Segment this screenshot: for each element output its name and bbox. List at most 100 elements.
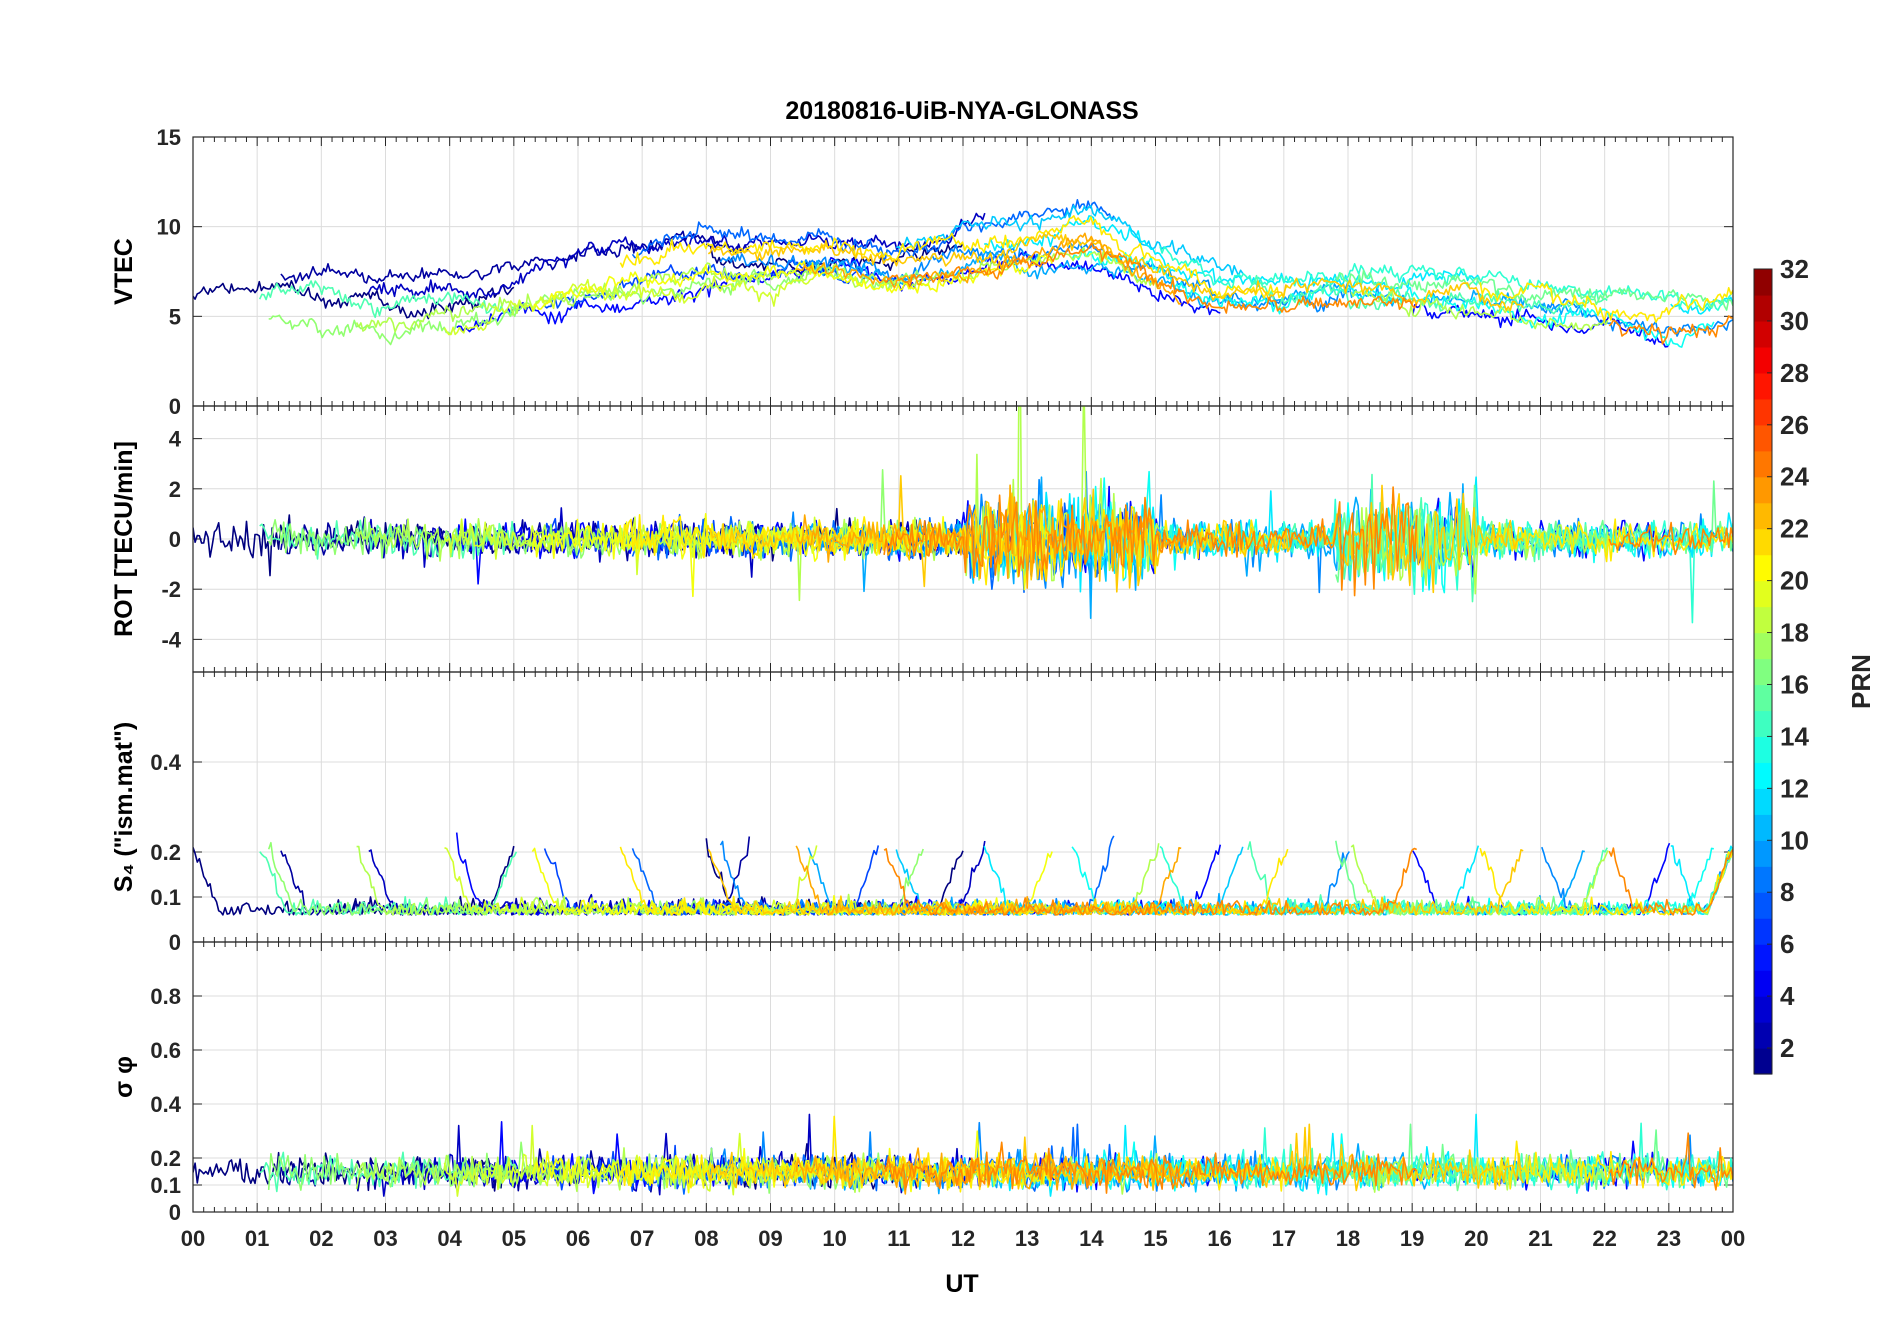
x-tick-label: 01 [245, 1226, 269, 1251]
series-line-prn-8 [631, 199, 1115, 263]
y-axis-label-sigma: σ φ [110, 1056, 138, 1098]
y-tick-label: 0.8 [150, 984, 181, 1009]
colorbar-tick-label: 14 [1780, 721, 1809, 751]
series-line-prn-3 [368, 212, 986, 300]
colorbar-band [1754, 814, 1772, 841]
panel-sigma: 00.10.2 0.4 0.6 0.8 σ φ [110, 941, 1734, 1225]
colorbar-band [1754, 762, 1772, 789]
x-tick-label: 00 [181, 1226, 205, 1251]
x-axis: 00 01 02 03 04 05 06 07 08 09 10 11 12 13 14 15 16 17 18 19… [181, 1226, 1745, 1251]
series-line-prn-21 [619, 215, 1289, 300]
colorbar-tick-label: 8 [1780, 877, 1794, 907]
y-tick-label: 4 [169, 427, 182, 452]
series-group [193, 406, 1733, 624]
colorbar-tick-label: 12 [1780, 773, 1809, 803]
series-line-prn-24 [1608, 521, 1733, 556]
x-tick-label: 22 [1592, 1226, 1616, 1251]
x-tick-label: 15 [1143, 1226, 1167, 1251]
series-line-prn-24 [1608, 1132, 1733, 1191]
colorbar-band [1754, 866, 1772, 893]
colorbar-band [1754, 736, 1772, 763]
x-tick-label: 07 [630, 1226, 654, 1251]
x-tick-label: 23 [1657, 1226, 1681, 1251]
y-tick-label: 0.4 [150, 750, 181, 775]
x-tick-label: 09 [758, 1226, 782, 1251]
series-line-prn-16 [1335, 269, 1733, 311]
x-tick-label: 08 [694, 1226, 718, 1251]
y-tick-label: 0 [169, 1200, 181, 1225]
chart-title: 20180816-UiB-NYA-GLONASS [785, 97, 1138, 125]
colorbar-tick-label: 20 [1780, 566, 1809, 596]
y-tick-label: 0.6 [150, 1038, 181, 1063]
y-tick-label: 2 [169, 477, 181, 502]
colorbar-tick-label: 6 [1780, 929, 1794, 959]
x-tick-label: 00 [1721, 1226, 1745, 1251]
series-line-prn-24 [1608, 315, 1733, 345]
series-line-prn-19 [443, 273, 818, 336]
y-tick-label: 0.4 [150, 1092, 181, 1117]
x-tick-label: 10 [822, 1226, 846, 1251]
y-tick-label: 0.1 [150, 885, 181, 910]
colorbar-frame [1753, 268, 1773, 1075]
colorbar-band [1754, 944, 1772, 971]
x-tick-label: 13 [1015, 1226, 1039, 1251]
series-line-prn-11 [895, 204, 1244, 277]
series-line-prn-23 [795, 1147, 1182, 1195]
y-axis-label-vtec: VTEC [110, 238, 138, 305]
colorbar-band [1754, 892, 1772, 919]
colorbar-tick-label: 22 [1780, 514, 1809, 544]
x-tick-label: 11 [887, 1226, 910, 1251]
series-line-prn-1 [193, 845, 515, 916]
x-tick-label: 06 [566, 1226, 590, 1251]
colorbar-band [1754, 1048, 1772, 1075]
y-tick-label: -2 [161, 577, 181, 602]
colorbar-band [1754, 424, 1772, 452]
colorbar-band [1754, 502, 1772, 530]
series-line-prn-22 [707, 1123, 1524, 1192]
series-group [193, 832, 1733, 916]
colorbar-tick-label: 28 [1780, 358, 1809, 388]
series-line-prn-21 [1479, 518, 1733, 563]
series-line-prn-15 [258, 280, 518, 319]
y-axis-label-s4: S₄ ("ism.mat") [110, 722, 138, 892]
series-line-prn-24 [1608, 847, 1733, 916]
y-tick-label: 15 [157, 125, 181, 150]
colorbar-band [1754, 476, 1772, 504]
colorbar-tick-label: 2 [1780, 1033, 1794, 1063]
colorbar-band [1754, 606, 1772, 634]
y-axis-label-rot: ROT [TECU/min] [110, 441, 138, 637]
series-group [193, 1113, 1733, 1197]
y-tick-label: 0.2 [150, 840, 181, 865]
colorbar-band [1754, 970, 1772, 997]
x-tick-label: 02 [309, 1226, 333, 1251]
colorbar-band [1754, 710, 1772, 738]
colorbar-tick-label: 26 [1780, 410, 1809, 440]
colorbar-band [1754, 1022, 1772, 1049]
colorbar-band [1754, 398, 1772, 426]
colorbar-tick-label: 32 [1780, 254, 1809, 284]
colorbar-band [1754, 372, 1772, 400]
series-line-prn-24 [883, 242, 1418, 314]
series-line-prn-24 [883, 486, 1418, 597]
series-line-prn-9 [1541, 298, 1733, 337]
y-tick-label: 0 [169, 394, 181, 419]
colorbar-tick-label: 4 [1780, 981, 1795, 1011]
y-tick-label: 0 [169, 527, 181, 552]
x-tick-label: 14 [1079, 1226, 1104, 1251]
x-axis-label: UT [945, 1270, 978, 1298]
series-line-prn-7 [544, 259, 879, 309]
y-tick-label: 0.2 [150, 1146, 181, 1171]
x-tick-label: 18 [1336, 1226, 1360, 1251]
panel-frame [192, 941, 1734, 1213]
x-tick-label: 03 [373, 1226, 397, 1251]
colorbar-band [1754, 294, 1772, 322]
colorbar-label: PRN [1846, 654, 1876, 709]
y-tick-label: -4 [161, 627, 181, 652]
x-tick-label: 05 [502, 1226, 526, 1251]
colorbar-band [1754, 788, 1772, 815]
x-tick-label: 16 [1207, 1226, 1231, 1251]
colorbar-tick-label: 10 [1780, 825, 1809, 855]
series-line-prn-23 [795, 484, 1182, 589]
